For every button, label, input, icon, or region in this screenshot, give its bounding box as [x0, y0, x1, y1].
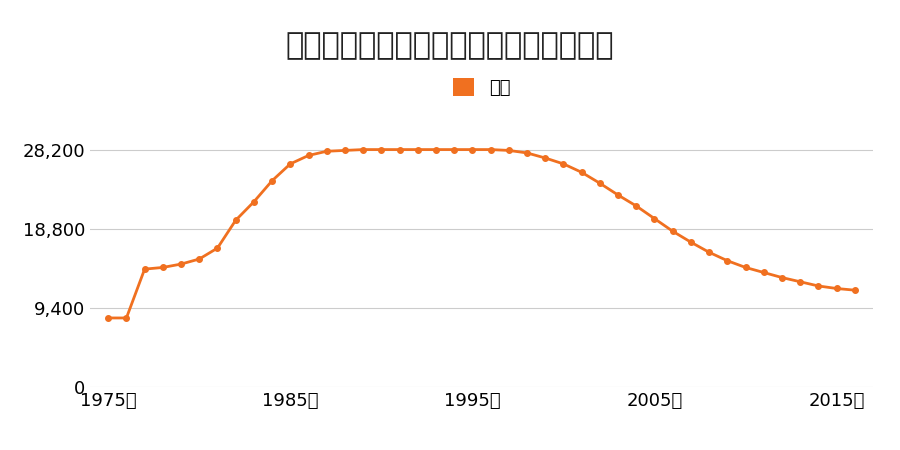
Text: 北海道釧路市桜ケ岡１０番４の地価推移: 北海道釧路市桜ケ岡１０番４の地価推移 [286, 32, 614, 60]
Legend: 価格: 価格 [453, 77, 510, 97]
